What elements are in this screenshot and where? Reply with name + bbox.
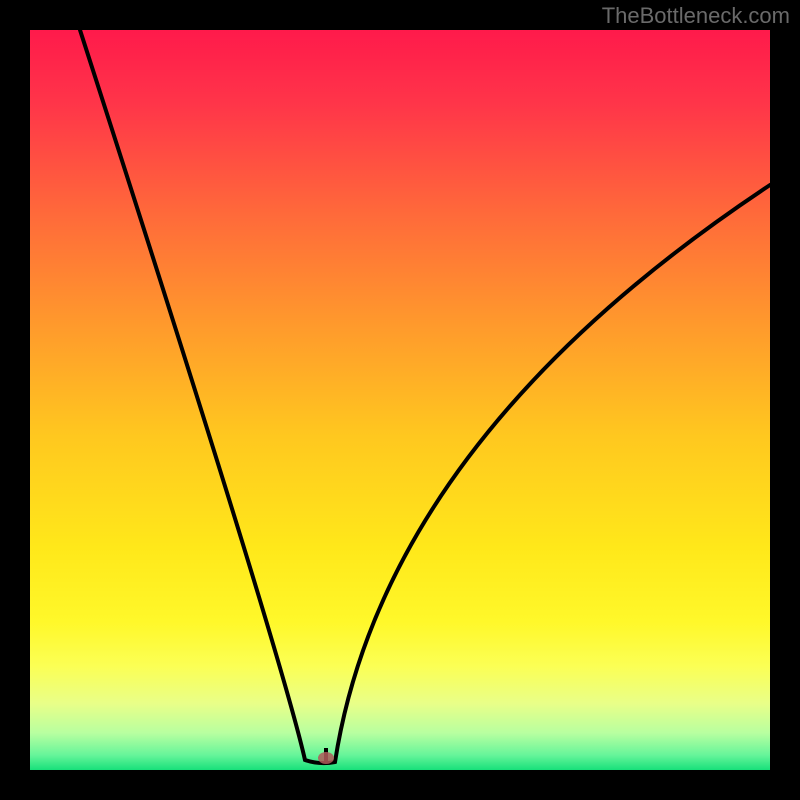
bottleneck-curve-plot <box>30 30 770 770</box>
gradient-background <box>30 30 770 770</box>
watermark-text: TheBottleneck.com <box>602 3 790 29</box>
optimal-point-marker <box>318 752 334 764</box>
